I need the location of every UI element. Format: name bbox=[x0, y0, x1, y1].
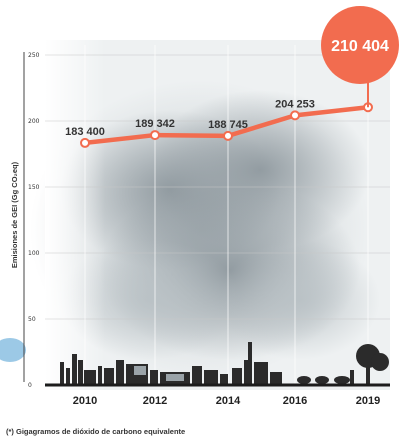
data-label: 183 400 bbox=[65, 126, 105, 138]
data-point bbox=[80, 137, 90, 148]
y-tick-label: 250 bbox=[28, 52, 40, 59]
gridlines bbox=[45, 45, 390, 385]
data-label: 188 745 bbox=[208, 119, 248, 131]
y-tick-label: 0 bbox=[28, 382, 32, 389]
x-tick-label: 2016 bbox=[283, 395, 307, 407]
x-tick-label: 2019 bbox=[356, 395, 380, 407]
data-point bbox=[223, 130, 233, 141]
building-window bbox=[134, 366, 146, 375]
data-point bbox=[150, 130, 160, 141]
x-tick-labels: 2010 2012 2014 2016 2019 bbox=[73, 395, 380, 407]
x-tick-label: 2014 bbox=[216, 395, 241, 407]
y-tick-label: 200 bbox=[28, 118, 40, 125]
y-tick-label: 100 bbox=[28, 250, 40, 257]
building-window bbox=[166, 374, 184, 381]
data-point bbox=[290, 110, 300, 121]
highlight-callout: 210 404 bbox=[321, 6, 399, 108]
x-tick-label: 2012 bbox=[143, 395, 167, 407]
y-tick-labels: 250 200 150 100 50 0 bbox=[28, 52, 40, 389]
data-labels: 183 400 189 342 188 745 204 253 bbox=[65, 98, 315, 138]
highlight-value: 210 404 bbox=[331, 38, 389, 55]
smoke-background bbox=[0, 40, 390, 390]
data-label: 189 342 bbox=[135, 118, 175, 130]
y-axis-label: Emisiones de GEI (Gg CO₂eq) bbox=[10, 161, 19, 268]
data-label: 204 253 bbox=[275, 98, 315, 110]
highlight-bubble bbox=[321, 6, 399, 84]
y-tick-label: 50 bbox=[28, 316, 36, 323]
footnote: (*) Gigagramos de dióxido de carbono equ… bbox=[6, 427, 186, 436]
y-tick-label: 150 bbox=[28, 184, 40, 191]
x-tick-label: 2010 bbox=[73, 395, 97, 407]
